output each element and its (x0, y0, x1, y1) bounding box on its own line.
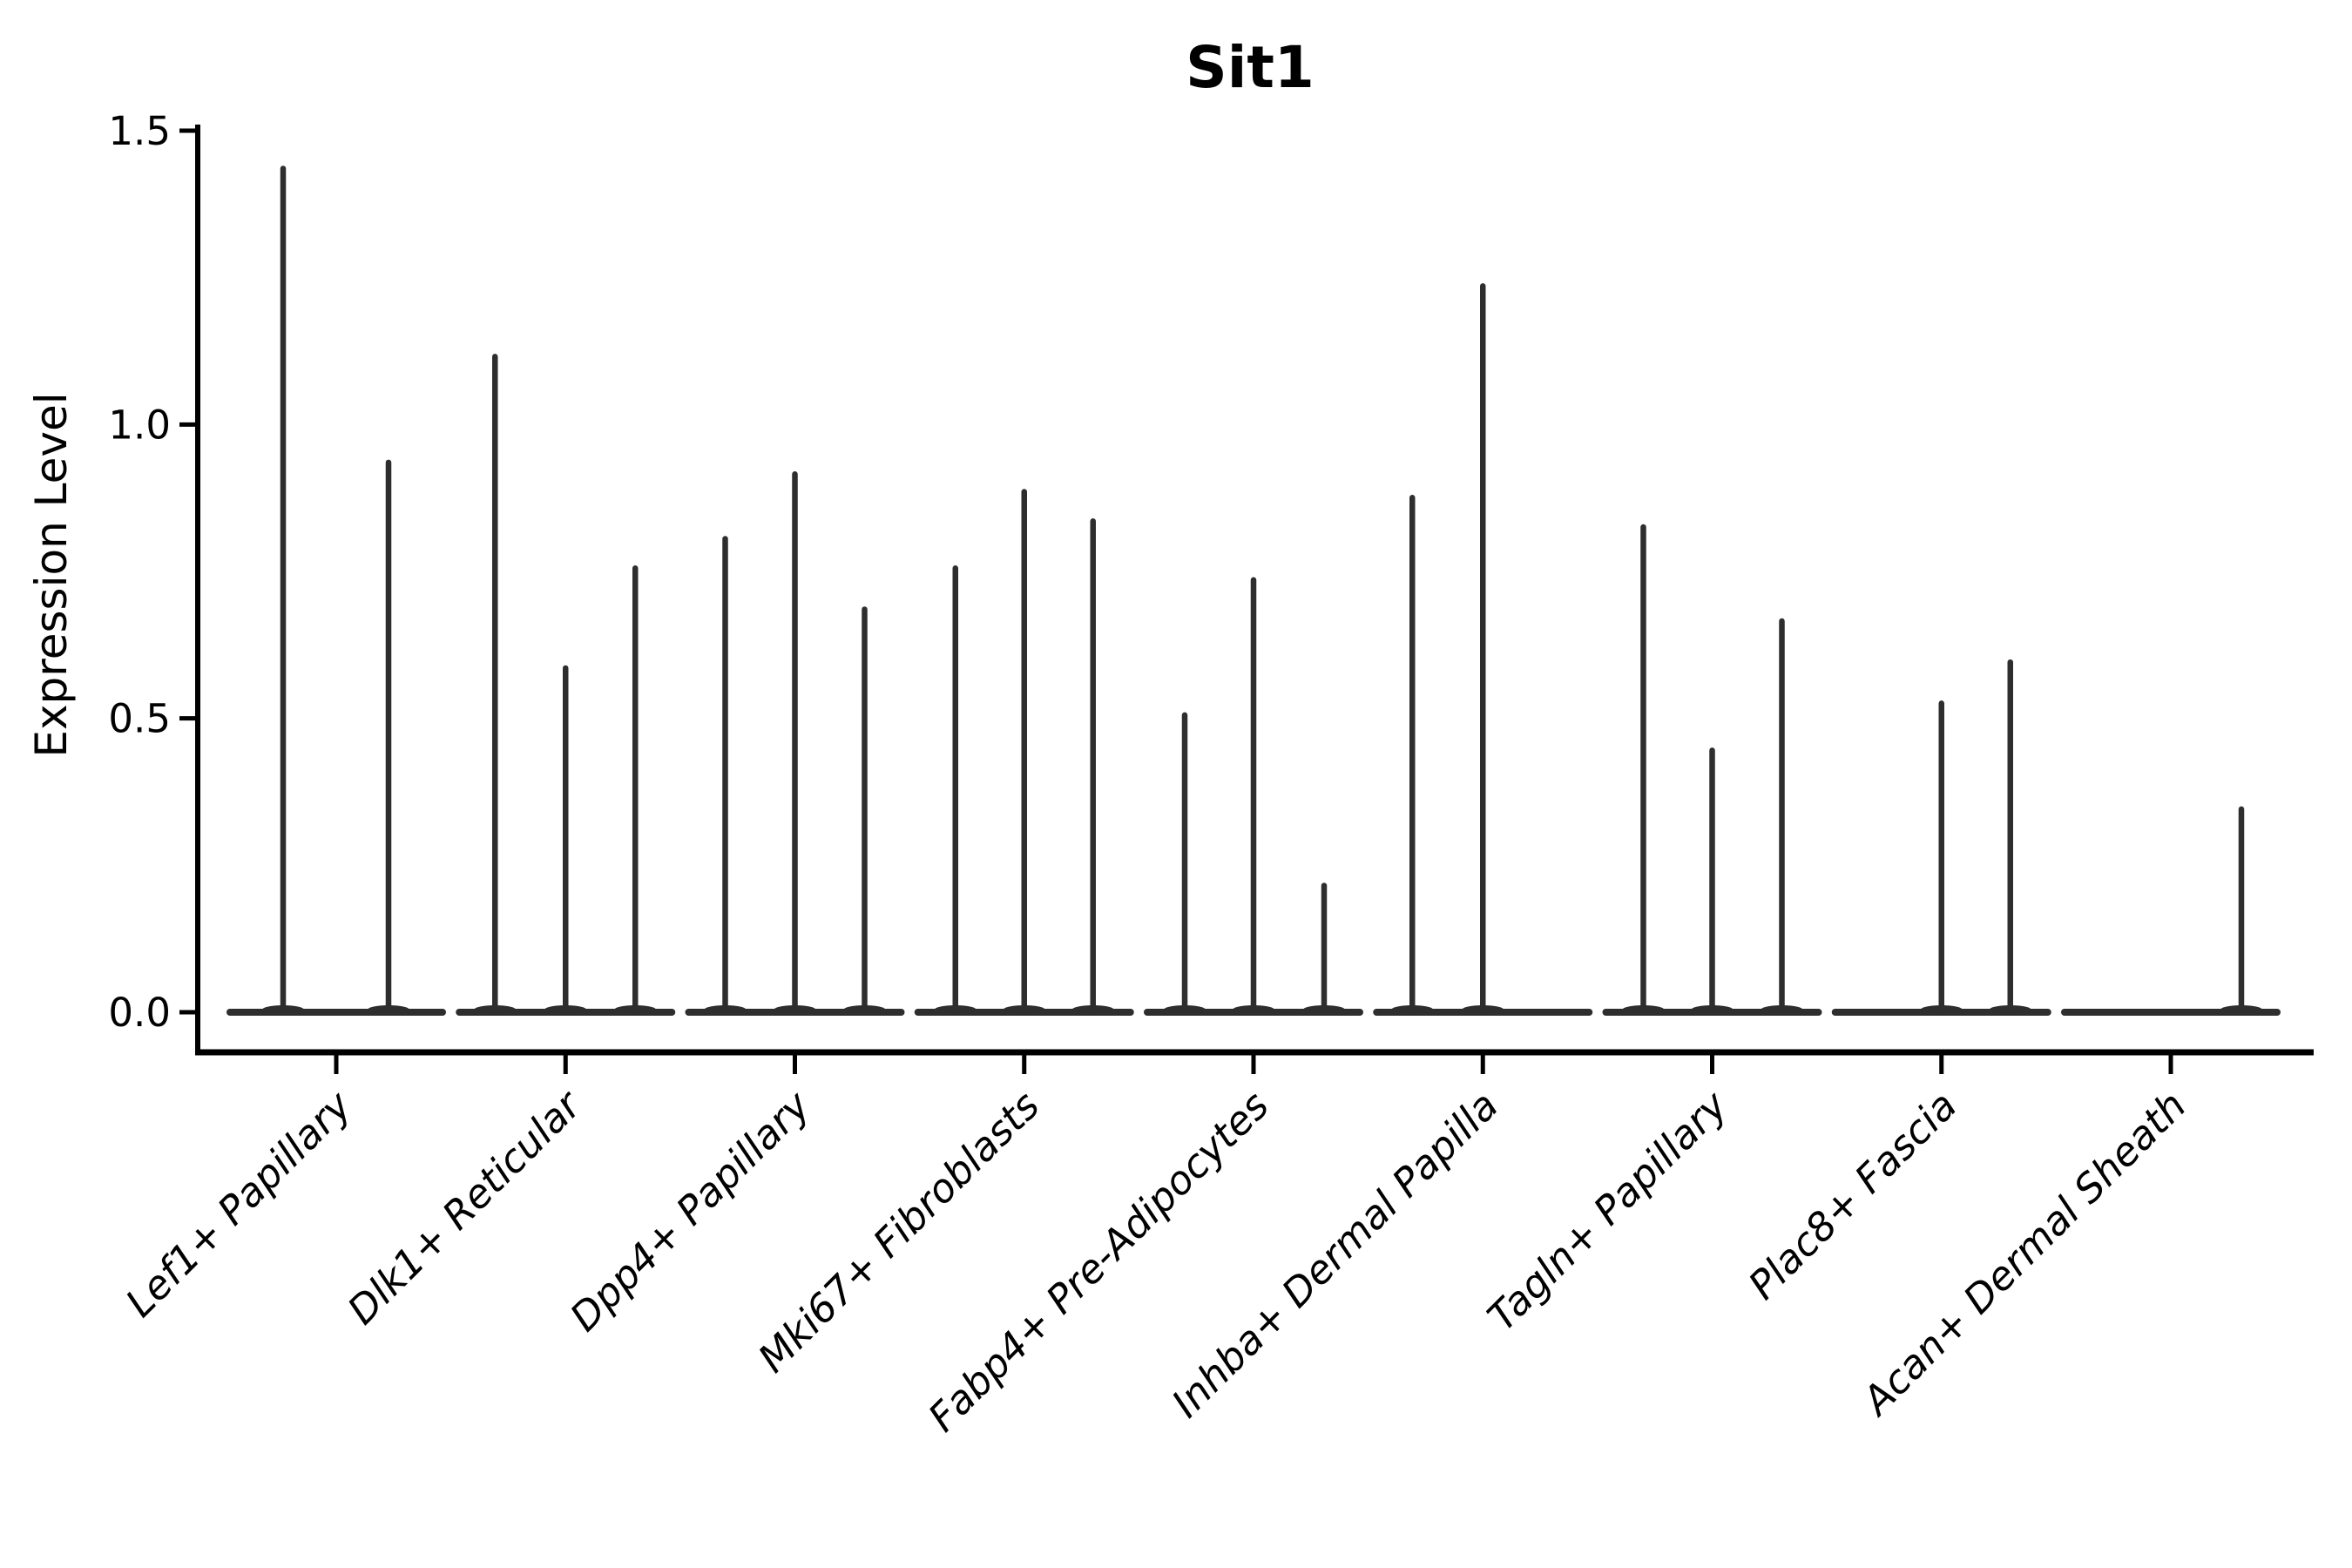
x-tick-label: Dpp4+ Papillary (561, 1081, 820, 1340)
x-tick-label: Dlk1+ Reticular (339, 1081, 591, 1334)
y-axis-label: Expression Level (26, 392, 77, 757)
y-tick-label: 0.5 (108, 696, 171, 742)
x-tick-label: Plac8+ Fascia (1740, 1082, 1966, 1308)
y-tick-labels: 0.0 0.5 1.0 1.5 (108, 108, 171, 1036)
chart-title: Sit1 (1186, 34, 1315, 101)
axes (179, 125, 2314, 1074)
violins (226, 166, 2281, 1016)
x-tick-label: Lef1+ Papillary (117, 1081, 362, 1326)
x-tick-label: Tagln+ Papillary (1478, 1081, 1737, 1340)
y-tick-label: 1.0 (108, 402, 171, 448)
y-tick-label: 0.0 (108, 990, 171, 1036)
y-tick-label: 1.5 (108, 108, 171, 154)
